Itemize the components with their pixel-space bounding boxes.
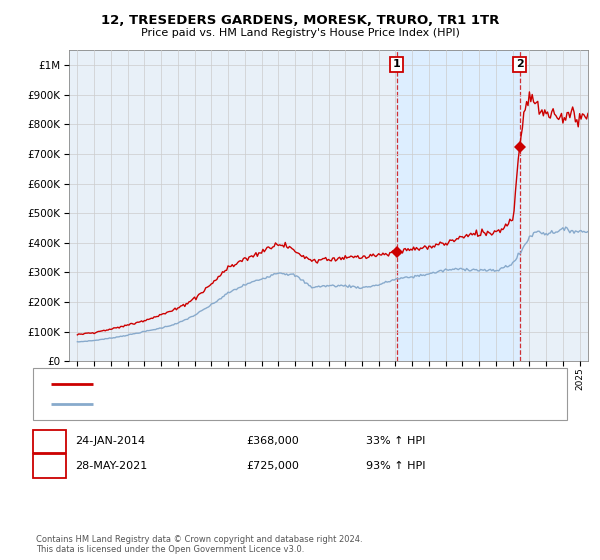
Text: 28-MAY-2021: 28-MAY-2021: [75, 461, 147, 471]
Text: 1: 1: [46, 436, 53, 446]
Text: 2: 2: [516, 59, 524, 69]
Text: 2: 2: [46, 461, 53, 471]
Text: Contains HM Land Registry data © Crown copyright and database right 2024.
This d: Contains HM Land Registry data © Crown c…: [36, 535, 362, 554]
Text: 93% ↑ HPI: 93% ↑ HPI: [366, 461, 425, 471]
Text: 33% ↑ HPI: 33% ↑ HPI: [366, 436, 425, 446]
Text: £368,000: £368,000: [246, 436, 299, 446]
Text: 12, TRESEDERS GARDENS, MORESK, TRURO, TR1 1TR: 12, TRESEDERS GARDENS, MORESK, TRURO, TR…: [101, 14, 499, 27]
Text: HPI: Average price, detached house, Cornwall: HPI: Average price, detached house, Corn…: [102, 399, 325, 409]
Bar: [397, 50, 520, 361]
Text: 12, TRESEDERS GARDENS, MORESK, TRURO, TR1 1TR (detached house): 12, TRESEDERS GARDENS, MORESK, TRURO, TR…: [102, 379, 455, 389]
Text: 1: 1: [393, 59, 401, 69]
Text: Price paid vs. HM Land Registry's House Price Index (HPI): Price paid vs. HM Land Registry's House …: [140, 28, 460, 38]
Text: 24-JAN-2014: 24-JAN-2014: [75, 436, 145, 446]
Text: £725,000: £725,000: [246, 461, 299, 471]
